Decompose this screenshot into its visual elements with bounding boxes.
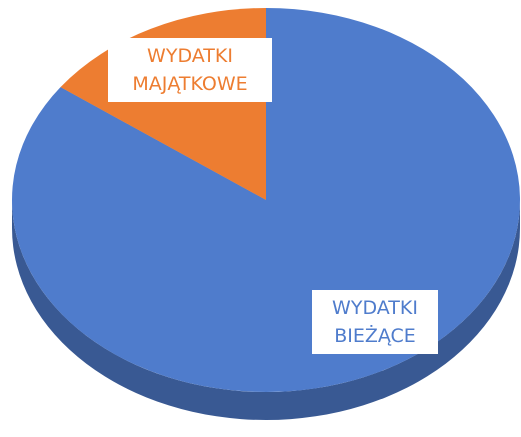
- slice-label: WYDATKI MAJĄTKOWE: [108, 38, 272, 102]
- slice-label: WYDATKI BIEŻĄCE: [312, 290, 438, 354]
